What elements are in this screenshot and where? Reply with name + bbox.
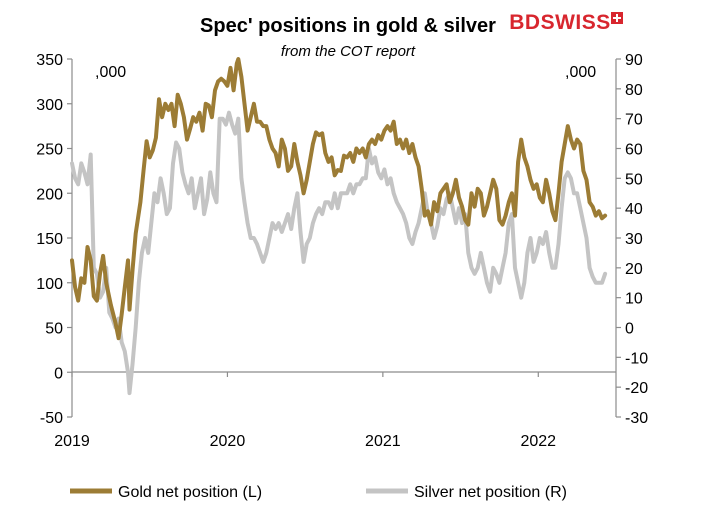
axes: 350300250200150100500-509080706050403020…: [36, 52, 648, 450]
left-tick-label: 200: [36, 186, 63, 203]
right-tick-label: 60: [625, 142, 643, 159]
left-tick-label: 0: [54, 365, 63, 382]
brand-logo: BDSWISS: [509, 11, 623, 34]
legend-item-gold: Gold net position (L): [70, 484, 262, 501]
right-axis-unit: ,000: [565, 64, 596, 81]
right-tick-label: -20: [625, 380, 648, 397]
right-tick-label: 40: [625, 201, 643, 218]
x-tick-label: 2021: [365, 433, 401, 450]
legend-label: Silver net position (R): [414, 484, 567, 501]
legend: Gold net position (L) Silver net position…: [70, 484, 567, 501]
left-tick-label: 300: [36, 97, 63, 114]
right-tick-label: 80: [625, 82, 643, 99]
legend-label: Gold net position (L): [118, 484, 262, 501]
right-tick-label: 50: [625, 171, 643, 188]
plot-area: [70, 57, 608, 396]
x-tick-label: 2020: [210, 433, 246, 450]
x-tick-label: 2022: [520, 433, 556, 450]
left-tick-label: 350: [36, 52, 63, 69]
right-tick-label: 20: [625, 261, 643, 278]
left-tick-label: 250: [36, 142, 63, 159]
right-tick-label: 70: [625, 112, 643, 129]
legend-item-silver: Silver net position (R): [366, 484, 567, 501]
series-line-silver: [70, 110, 608, 396]
right-tick-label: 0: [625, 321, 634, 338]
right-tick-label: 30: [625, 231, 643, 248]
left-tick-label: 50: [45, 321, 63, 338]
chart-title: Spec' positions in gold & silver: [200, 15, 496, 37]
brand-logo-text: BDSWISS: [509, 11, 611, 34]
right-tick-label: 90: [625, 52, 643, 69]
right-tick-label: -30: [625, 410, 648, 427]
right-tick-label: -10: [625, 350, 648, 367]
left-axis-unit: ,000: [95, 64, 126, 81]
series-line-gold: [70, 57, 608, 341]
x-tick-label: 2019: [54, 433, 90, 450]
left-tick-label: -50: [40, 410, 63, 427]
swiss-cross-icon: [611, 12, 623, 24]
left-tick-label: 150: [36, 231, 63, 248]
right-tick-label: 10: [625, 291, 643, 308]
left-tick-label: 100: [36, 276, 63, 293]
chart-subtitle: from the COT report: [281, 43, 416, 60]
